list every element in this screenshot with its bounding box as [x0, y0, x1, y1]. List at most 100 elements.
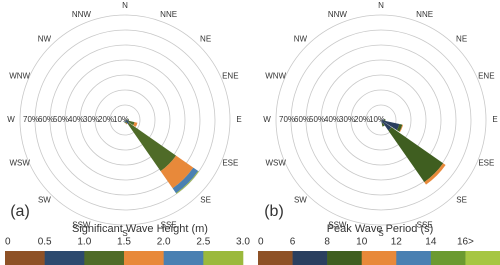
ring-label: 60%: [294, 115, 310, 124]
legend-swatch: [84, 251, 125, 265]
wedge: [381, 120, 384, 124]
legend-swatch: [258, 251, 293, 265]
wedge: [125, 120, 126, 121]
direction-label: S: [122, 229, 127, 238]
wedge: [125, 120, 127, 123]
direction-label: E: [236, 115, 241, 124]
direction-label: NE: [200, 34, 211, 43]
ring-label: 70%: [279, 115, 295, 124]
grid-ring: [64, 59, 186, 181]
direction-label: SSW: [328, 220, 347, 229]
wedge: [124, 122, 126, 123]
wedge: [125, 120, 129, 123]
wedge: [399, 124, 403, 133]
ring-label: 50%: [309, 115, 325, 124]
wedge: [124, 120, 126, 123]
direction-label: NNW: [328, 10, 348, 19]
grid-ring: [109, 104, 141, 136]
legend-swatch: [5, 251, 45, 265]
ring-label: 40%: [324, 115, 340, 124]
legend-swatch: [465, 251, 500, 265]
legend-title: Significant Wave Height (m): [72, 223, 208, 235]
legend-tick-label: 0: [258, 237, 264, 248]
grid-ring: [94, 89, 156, 151]
direction-label: ESE: [222, 159, 238, 168]
legend-tick-label: 16>: [457, 237, 474, 248]
legend-title: Peak Wave Period (s): [327, 223, 434, 235]
direction-label: W: [7, 115, 15, 124]
legend-tick-label: 0.5: [38, 237, 52, 248]
direction-label: WNW: [9, 71, 30, 80]
grid-ring: [365, 104, 397, 136]
panel-label: (a): [10, 203, 30, 220]
direction-label: SW: [38, 196, 51, 205]
direction-label: S: [378, 229, 383, 238]
grid-ring: [320, 59, 442, 181]
direction-label: SSW: [72, 220, 91, 229]
direction-label: N: [122, 1, 128, 10]
direction-label: SSE: [417, 220, 433, 229]
legend-swatch: [44, 251, 85, 265]
ring-label: 10%: [113, 115, 129, 124]
legend-tick-label: 12: [391, 237, 403, 248]
legend-swatch: [361, 251, 397, 265]
direction-label: E: [492, 115, 497, 124]
legend-tick-label: 10: [356, 237, 368, 248]
direction-label: SSE: [161, 220, 177, 229]
direction-label: SW: [294, 196, 307, 205]
wedge: [125, 120, 130, 125]
wedge: [125, 123, 128, 125]
wedge: [172, 167, 199, 194]
direction-label: SE: [456, 196, 467, 205]
wedge: [381, 119, 384, 121]
direction-label: SE: [200, 196, 211, 205]
ring-label: 50%: [53, 115, 69, 124]
direction-label: WSW: [265, 159, 286, 168]
legend-tick-label: 6: [290, 237, 296, 248]
legend-tick-label: 2.0: [157, 237, 171, 248]
direction-label: WNW: [265, 71, 286, 80]
wedge: [381, 120, 392, 131]
direction-label: WSW: [9, 159, 30, 168]
wedge: [388, 127, 444, 183]
grid-ring: [305, 44, 457, 196]
wedge: [396, 124, 403, 132]
legend-tick-label: 8: [324, 237, 330, 248]
legend-swatch: [163, 251, 204, 265]
direction-label: NNE: [160, 10, 177, 19]
direction-label: ESE: [478, 159, 494, 168]
legend-tick-label: 14: [425, 237, 437, 248]
direction-label: NE: [456, 34, 467, 43]
legend-swatch: [430, 251, 466, 265]
grid-ring: [34, 29, 216, 211]
legend-tick-label: 1.0: [77, 237, 91, 248]
wedge: [383, 119, 386, 121]
wedge: [424, 163, 446, 185]
grid-ring: [350, 89, 412, 151]
ring-label: 60%: [38, 115, 54, 124]
direction-label: ENE: [478, 71, 494, 80]
wedge: [133, 122, 138, 127]
ring-label: 30%: [339, 115, 355, 124]
wedge: [128, 123, 177, 172]
legend-tick-label: 3.0: [236, 237, 250, 248]
legend-swatch: [124, 251, 164, 265]
direction-label: W: [263, 115, 271, 124]
wedge: [125, 119, 128, 121]
grid-ring: [19, 14, 231, 226]
legend-swatch: [292, 251, 328, 265]
legend-tick-label: 0: [5, 237, 11, 248]
grid-ring: [290, 29, 472, 211]
direction-label: NNE: [416, 10, 433, 19]
legend-tick-label: 2.5: [196, 237, 210, 248]
ring-label: 10%: [369, 115, 385, 124]
wedge: [125, 121, 128, 124]
ring-label: 20%: [354, 115, 370, 124]
wedge: [127, 119, 129, 121]
ring-label: 20%: [98, 115, 114, 124]
wedge: [128, 120, 135, 126]
wedge: [160, 155, 194, 189]
legend-swatch: [327, 251, 363, 265]
ring-label: 40%: [68, 115, 84, 124]
